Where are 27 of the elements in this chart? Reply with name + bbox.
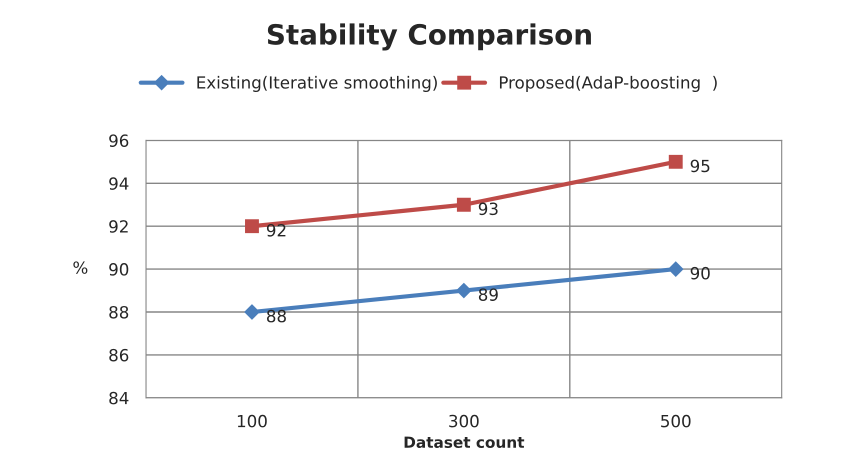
data-label: 92: [266, 224, 286, 237]
point: [668, 262, 684, 277]
y-tick-label: 88: [109, 306, 128, 319]
data-label: 95: [690, 160, 710, 172]
x-tick-label: 100: [238, 414, 267, 428]
point: [668, 154, 683, 169]
x-tick-label: 300: [449, 414, 479, 428]
point: [456, 198, 471, 212]
data-label: 89: [478, 288, 498, 301]
data-label: 90: [690, 266, 710, 280]
y-axis-title: %: [73, 261, 88, 274]
y-tick-label: 92: [109, 220, 128, 233]
y-tick-label: 86: [109, 348, 128, 362]
point: [244, 304, 260, 320]
data-label: 88: [266, 310, 286, 322]
x-axis-title: Dataset count: [404, 436, 524, 448]
y-tick-label: 96: [109, 134, 128, 147]
legend-label: Existing(Iterative smoothing): [197, 76, 437, 92]
chart-title: Stability Comparison: [268, 23, 591, 50]
legend-label: Proposed(AdaP-boosting ): [500, 76, 717, 92]
point: [456, 282, 472, 298]
data-label: 93: [478, 202, 498, 216]
point: [245, 219, 259, 234]
y-tick-label: 94: [109, 177, 128, 190]
y-tick-label: 90: [109, 263, 128, 276]
x-tick-label: 500: [661, 414, 691, 428]
y-tick-label: 84: [109, 392, 128, 404]
